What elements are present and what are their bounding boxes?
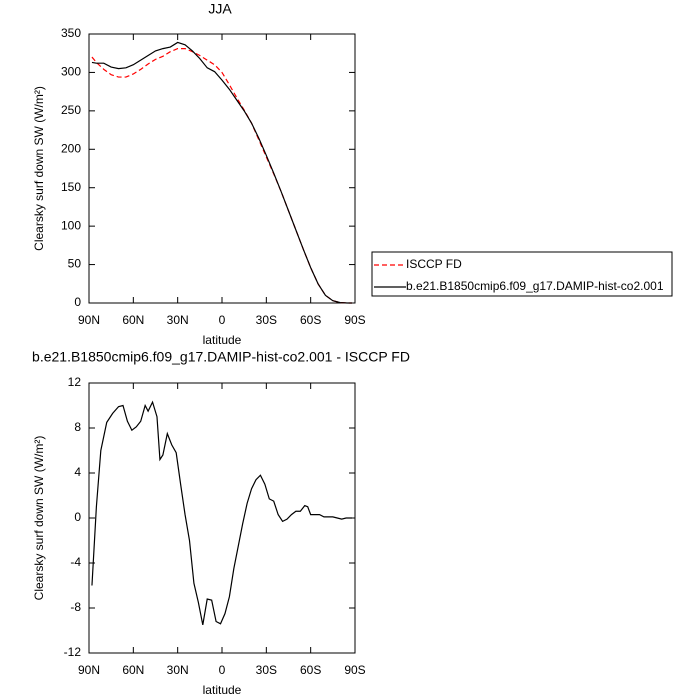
y-tick-label: 0 (74, 295, 81, 309)
y-tick-label: -12 (64, 645, 82, 659)
y-tick-label: 350 (61, 26, 81, 40)
y-tick-label: 200 (61, 141, 81, 155)
y-tick-label: 50 (68, 257, 82, 271)
x-axis-label: latitude (203, 333, 242, 347)
x-tick-label: 90S (344, 663, 365, 677)
x-tick-label: 0 (219, 663, 226, 677)
y-tick-label: 0 (74, 510, 81, 524)
y-tick-label: 300 (61, 65, 81, 79)
x-tick-label: 0 (219, 313, 226, 327)
data-line (91, 48, 353, 304)
y-tick-label: -4 (70, 555, 81, 569)
y-tick-label: 8 (74, 420, 81, 434)
chart-title: b.e21.B1850cmip6.f09_g17.DAMIP-hist-co2.… (32, 349, 410, 365)
legend-label: ISCCP FD (406, 257, 462, 271)
x-tick-label: 90S (344, 313, 365, 327)
data-line (91, 41, 353, 304)
x-tick-label: 60S (300, 663, 321, 677)
legend-label: b.e21.B1850cmip6.f09_g17.DAMIP-hist-co2.… (406, 279, 664, 293)
chart-title: JJA (208, 1, 232, 17)
plot-frame (88, 33, 356, 304)
y-tick-label: 250 (61, 103, 81, 117)
x-axis-label: latitude (203, 683, 242, 697)
x-tick-label: 90N (78, 313, 100, 327)
x-tick-label: 30N (167, 313, 189, 327)
x-tick-label: 60N (122, 313, 144, 327)
x-tick-label: 90N (78, 663, 100, 677)
y-axis-label: Clearsky surf down SW (W/m²) (32, 436, 46, 601)
legend-box (371, 251, 673, 297)
y-tick-label: 150 (61, 180, 81, 194)
x-tick-label: 60S (300, 313, 321, 327)
data-line (91, 400, 353, 625)
y-tick-label: -8 (70, 600, 81, 614)
x-tick-label: 30N (167, 663, 189, 677)
x-tick-label: 30S (256, 663, 277, 677)
y-tick-label: 100 (61, 218, 81, 232)
x-tick-label: 30S (256, 313, 277, 327)
y-tick-label: 4 (74, 465, 81, 479)
y-tick-label: 12 (68, 375, 82, 389)
x-tick-label: 60N (122, 663, 144, 677)
y-axis-label: Clearsky surf down SW (W/m²) (32, 86, 46, 251)
